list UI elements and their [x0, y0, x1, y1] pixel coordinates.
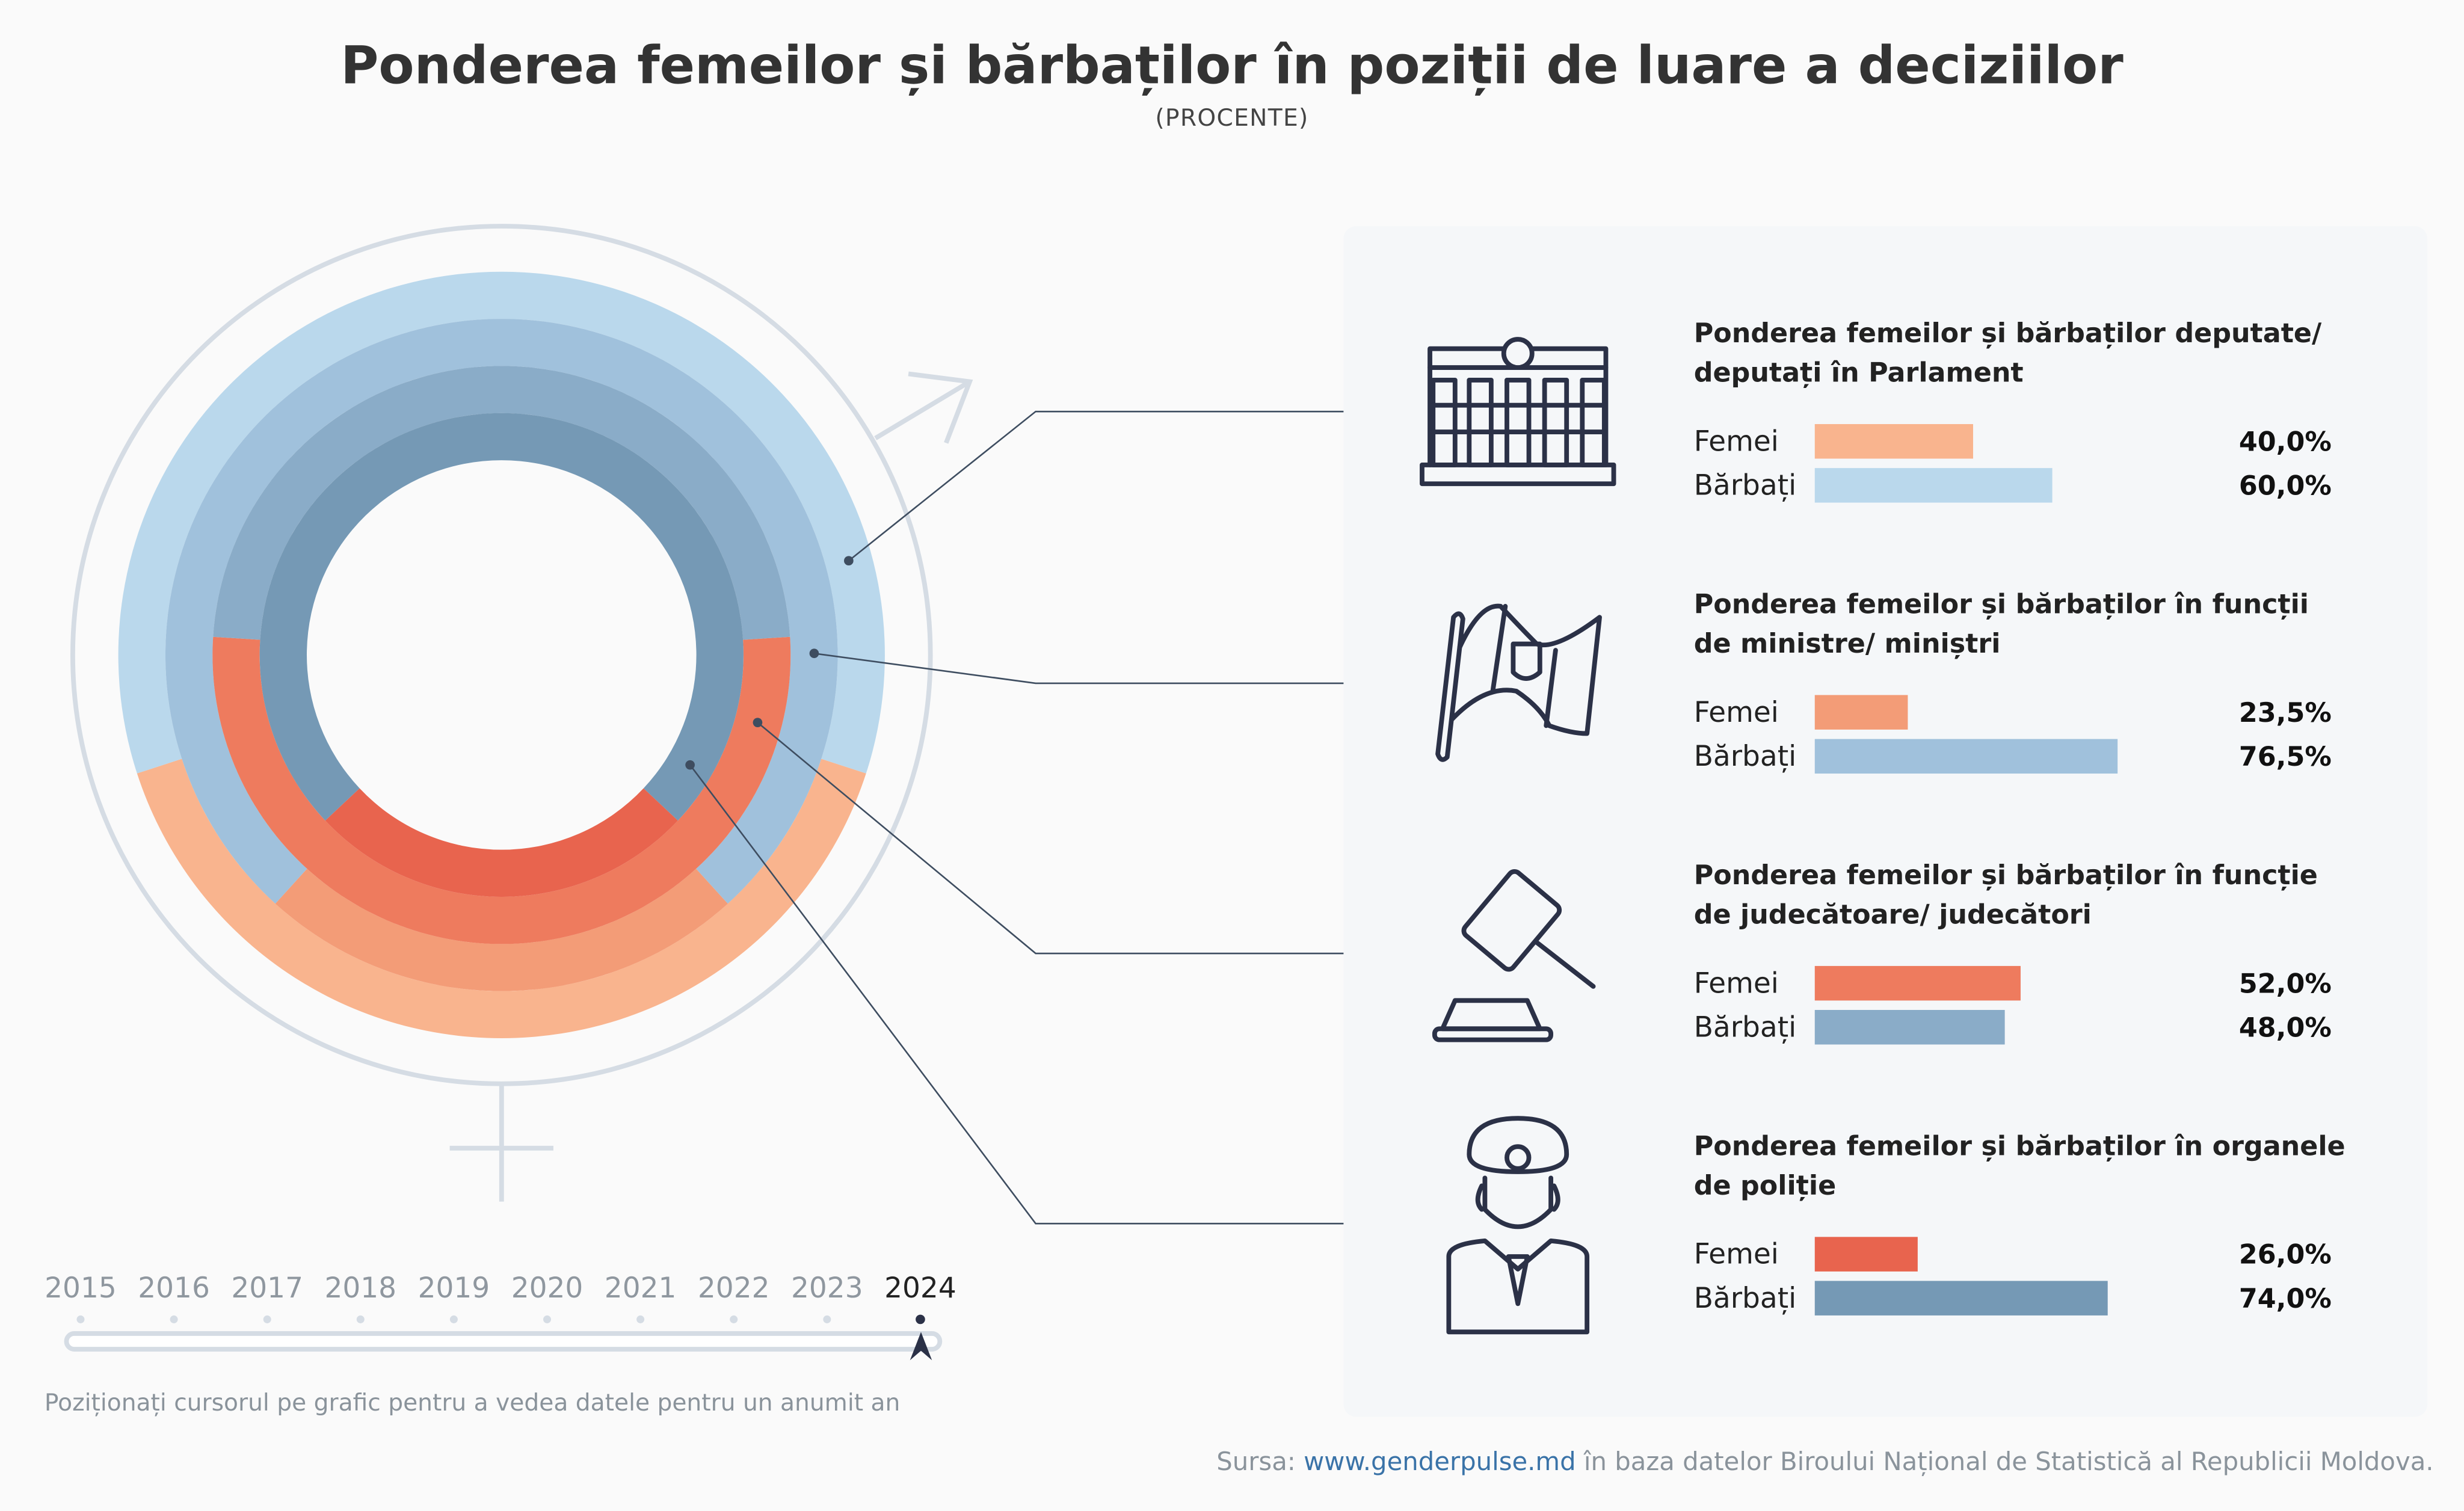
female-value: 40,0% — [2239, 426, 2332, 457]
source-note: Sursa: www.genderpulse.md în baza datelo… — [1216, 1447, 2433, 1476]
male-arrow-icon — [874, 371, 973, 444]
year-dot-2021[interactable] — [636, 1315, 645, 1323]
category-title-line2: de ministre/ miniștri — [1694, 629, 2001, 659]
category-title-line1: Ponderea femeilor și bărbaților în funcț… — [1694, 860, 2318, 891]
year-label-2018[interactable]: 2018 — [324, 1272, 396, 1305]
female-bar[interactable] — [1814, 965, 2021, 1001]
male-label: Bărbați — [1694, 1011, 1796, 1044]
year-label-2017[interactable]: 2017 — [231, 1272, 303, 1305]
male-label: Bărbați — [1694, 1282, 1796, 1315]
category-title-line1: Ponderea femeilor și bărbaților deputate… — [1694, 318, 2322, 349]
radial-chart[interactable] — [118, 271, 885, 1039]
female-value: 52,0% — [2239, 968, 2332, 999]
category-title-line2: de poliție — [1694, 1171, 1837, 1201]
year-dot-2023[interactable] — [823, 1315, 831, 1323]
gender-symbol — [70, 224, 973, 1202]
category-block-2: Ponderea femeilor și bărbaților în funcț… — [1694, 860, 2332, 1045]
callout-dot-0 — [844, 556, 854, 566]
page-subtitle: (PROCENTE) — [1155, 105, 1308, 132]
male-label: Bărbați — [1694, 469, 1796, 502]
year-dot-2017[interactable] — [263, 1315, 271, 1323]
year-label-2022[interactable]: 2022 — [698, 1272, 770, 1305]
category-title-line2: deputați în Parlament — [1694, 358, 2024, 389]
year-dot-2024[interactable] — [916, 1314, 925, 1325]
male-value: 48,0% — [2239, 1012, 2332, 1043]
callout-dot-2 — [753, 718, 763, 727]
callout-dot-3 — [685, 760, 695, 770]
details-panel — [1343, 226, 2428, 1417]
male-bar[interactable] — [1814, 468, 2053, 503]
timeline-slider-track[interactable] — [64, 1331, 943, 1352]
year-label-2020[interactable]: 2020 — [511, 1272, 584, 1305]
category-title-line1: Ponderea femeilor și bărbaților în organ… — [1694, 1131, 2345, 1162]
ring-segment-female-0[interactable] — [137, 759, 866, 1039]
year-label-2021[interactable]: 2021 — [605, 1272, 677, 1305]
source-link[interactable]: www.genderpulse.md — [1304, 1447, 1576, 1476]
callout-line-2 — [757, 722, 1393, 955]
female-value: 26,0% — [2239, 1240, 2332, 1270]
male-value: 74,0% — [2239, 1284, 2332, 1314]
ring-segment-male-2[interactable] — [213, 366, 790, 640]
source-prefix: Sursa: — [1216, 1447, 1304, 1476]
category-title-line1: Ponderea femeilor și bărbaților în funcț… — [1694, 589, 2309, 620]
ring-segment-female-1[interactable] — [275, 869, 728, 991]
male-bar[interactable] — [1814, 1281, 2108, 1316]
female-bar[interactable] — [1814, 695, 1908, 730]
callout-dot-1 — [809, 648, 819, 659]
year-label-2016[interactable]: 2016 — [138, 1272, 210, 1305]
female-bar[interactable] — [1814, 424, 1973, 459]
year-label-2024[interactable]: 2024 — [884, 1272, 956, 1305]
year-dot-2015[interactable] — [76, 1315, 85, 1323]
male-value: 76,5% — [2239, 742, 2332, 772]
category-block-1: Ponderea femeilor și bărbaților în funcț… — [1694, 589, 2332, 774]
callout-lines — [685, 410, 1393, 1225]
category-title-line2: de judecătoare/ judecători — [1694, 899, 2092, 930]
year-dot-2022[interactable] — [730, 1315, 738, 1323]
year-dot-2019[interactable] — [449, 1315, 458, 1323]
female-label: Femei — [1694, 696, 1779, 729]
female-cross-icon — [449, 1083, 553, 1202]
male-bar[interactable] — [1814, 739, 2118, 774]
timeline-hint: Poziționați cursorul pe grafic pentru a … — [45, 1389, 900, 1417]
parliament-building-icon — [1420, 337, 1616, 487]
gavel-icon — [1432, 869, 1596, 1042]
source-suffix: în baza datelor Biroului Național de Sta… — [1576, 1447, 2434, 1476]
female-value: 23,5% — [2239, 698, 2332, 728]
female-label: Femei — [1694, 967, 1779, 1000]
year-dot-2020[interactable] — [543, 1315, 552, 1323]
male-label: Bărbați — [1694, 740, 1796, 773]
callout-line-3 — [689, 764, 1393, 1225]
timeline-slider-handle[interactable] — [910, 1332, 932, 1361]
category-block-3: Ponderea femeilor și bărbaților în organ… — [1694, 1131, 2345, 1316]
male-value: 60,0% — [2239, 471, 2332, 502]
callout-line-0 — [848, 410, 1393, 562]
female-label: Femei — [1694, 425, 1779, 458]
year-dot-2016[interactable] — [170, 1315, 178, 1323]
ring-segment-female-3[interactable] — [325, 788, 678, 897]
category-block-0: Ponderea femeilor și bărbaților deputate… — [1694, 318, 2332, 503]
male-bar[interactable] — [1814, 1010, 2005, 1045]
flag-icon — [1435, 603, 1602, 762]
year-label-2023[interactable]: 2023 — [791, 1272, 863, 1305]
ring-segment-male-3[interactable] — [259, 413, 744, 821]
year-timeline[interactable]: 2015 2016 2017 2018 2019 2020 2021 2022 2023 2024 — [45, 1272, 956, 1325]
year-label-2015[interactable]: 2015 — [45, 1272, 117, 1305]
police-officer-icon — [1446, 1116, 1590, 1335]
callout-line-1 — [814, 652, 1393, 685]
year-label-2019[interactable]: 2019 — [418, 1272, 490, 1305]
female-label: Femei — [1694, 1238, 1779, 1271]
year-dot-2018[interactable] — [356, 1315, 365, 1323]
female-bar[interactable] — [1814, 1237, 1918, 1272]
page-title: Ponderea femeilor și bărbaților în poziț… — [340, 35, 2124, 96]
ring-segment-male-1[interactable] — [165, 319, 838, 904]
ring-segment-female-2[interactable] — [212, 636, 791, 944]
